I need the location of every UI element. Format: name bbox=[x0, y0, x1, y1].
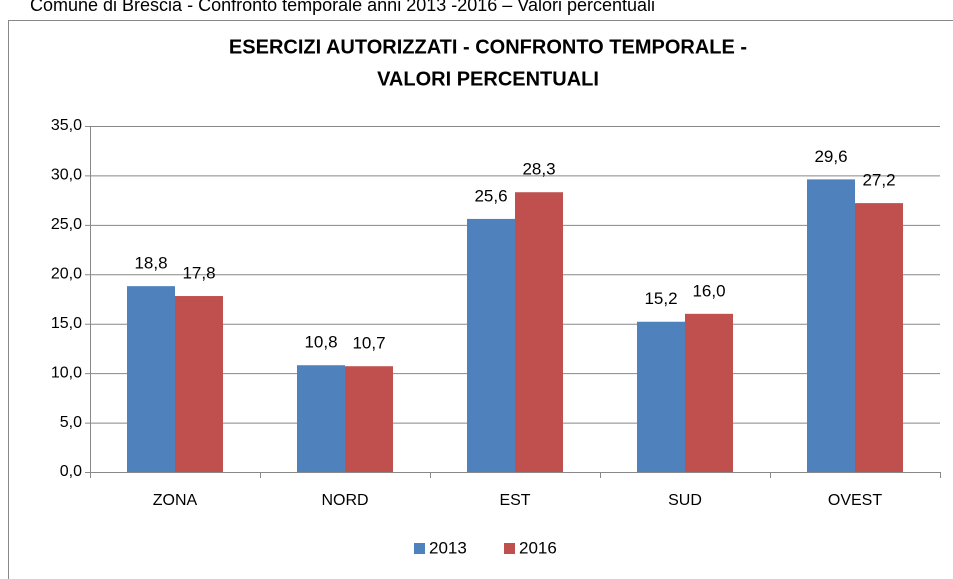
bar bbox=[297, 365, 345, 472]
bar bbox=[637, 321, 685, 472]
chart-title: VALORI PERCENTUALI bbox=[377, 68, 599, 90]
bar bbox=[515, 192, 563, 472]
legend-swatch bbox=[504, 543, 515, 554]
legend-label: 2016 bbox=[519, 538, 557, 557]
value-label: 25,6 bbox=[474, 186, 507, 205]
x-tick-label: EST bbox=[499, 492, 530, 509]
x-tick-label: ZONA bbox=[153, 492, 198, 509]
y-tick-label: 0,0 bbox=[60, 463, 82, 480]
value-label: 15,2 bbox=[644, 289, 677, 308]
value-label: 10,7 bbox=[352, 334, 385, 353]
value-label: 10,8 bbox=[304, 333, 337, 352]
value-label: 27,2 bbox=[862, 171, 895, 190]
bar bbox=[345, 366, 393, 472]
bar bbox=[685, 313, 733, 472]
bar bbox=[175, 296, 223, 472]
y-tick-label: 5,0 bbox=[60, 414, 82, 431]
x-tick-label: SUD bbox=[668, 492, 702, 509]
y-tick-label: 15,0 bbox=[51, 315, 82, 332]
legend-label: 2013 bbox=[429, 538, 467, 557]
x-tick-label: OVEST bbox=[828, 492, 882, 509]
chart-frame bbox=[8, 20, 953, 579]
value-label: 29,6 bbox=[814, 147, 847, 166]
legend-swatch bbox=[414, 543, 425, 554]
bar bbox=[127, 286, 175, 472]
x-tick-label: NORD bbox=[321, 492, 368, 509]
y-tick-label: 25,0 bbox=[51, 216, 82, 233]
y-tick-label: 30,0 bbox=[51, 167, 82, 184]
chart-title: ESERCIZI AUTORIZZATI - CONFRONTO TEMPORA… bbox=[229, 36, 747, 58]
bar bbox=[467, 218, 515, 472]
y-tick-label: 20,0 bbox=[51, 266, 82, 283]
y-tick-label: 35,0 bbox=[51, 117, 82, 134]
value-label: 28,3 bbox=[522, 160, 555, 179]
value-label: 16,0 bbox=[692, 281, 725, 300]
value-label: 18,8 bbox=[134, 254, 167, 273]
bar bbox=[855, 203, 903, 472]
value-label: 17,8 bbox=[182, 264, 215, 283]
y-tick-label: 10,0 bbox=[51, 364, 82, 381]
caption: Comune di Brescia - Confronto temporale … bbox=[30, 0, 655, 15]
bar bbox=[807, 179, 855, 472]
